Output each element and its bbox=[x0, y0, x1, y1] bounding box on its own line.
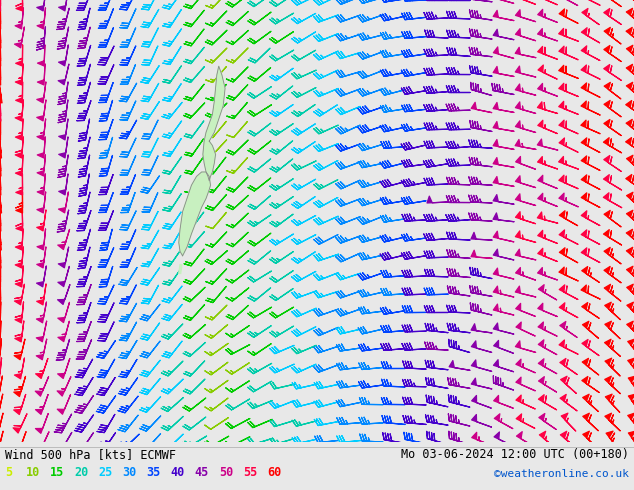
Text: 10: 10 bbox=[26, 466, 40, 479]
Text: 60: 60 bbox=[267, 466, 281, 479]
Text: 5: 5 bbox=[5, 466, 12, 479]
Text: 20: 20 bbox=[74, 466, 88, 479]
Text: 25: 25 bbox=[98, 466, 112, 479]
Text: 30: 30 bbox=[122, 466, 136, 479]
Text: 50: 50 bbox=[219, 466, 233, 479]
Text: 55: 55 bbox=[243, 466, 257, 479]
Polygon shape bbox=[179, 265, 182, 273]
Text: ©weatheronline.co.uk: ©weatheronline.co.uk bbox=[494, 469, 629, 479]
Polygon shape bbox=[203, 66, 225, 181]
Text: Mo 03-06-2024 12:00 UTC (00+180): Mo 03-06-2024 12:00 UTC (00+180) bbox=[401, 447, 629, 461]
Text: 35: 35 bbox=[146, 466, 160, 479]
Text: Wind 500 hPa [kts] ECMWF: Wind 500 hPa [kts] ECMWF bbox=[5, 447, 176, 461]
Polygon shape bbox=[179, 172, 210, 256]
Text: 40: 40 bbox=[171, 466, 184, 479]
Text: 45: 45 bbox=[195, 466, 209, 479]
Text: 15: 15 bbox=[50, 466, 64, 479]
